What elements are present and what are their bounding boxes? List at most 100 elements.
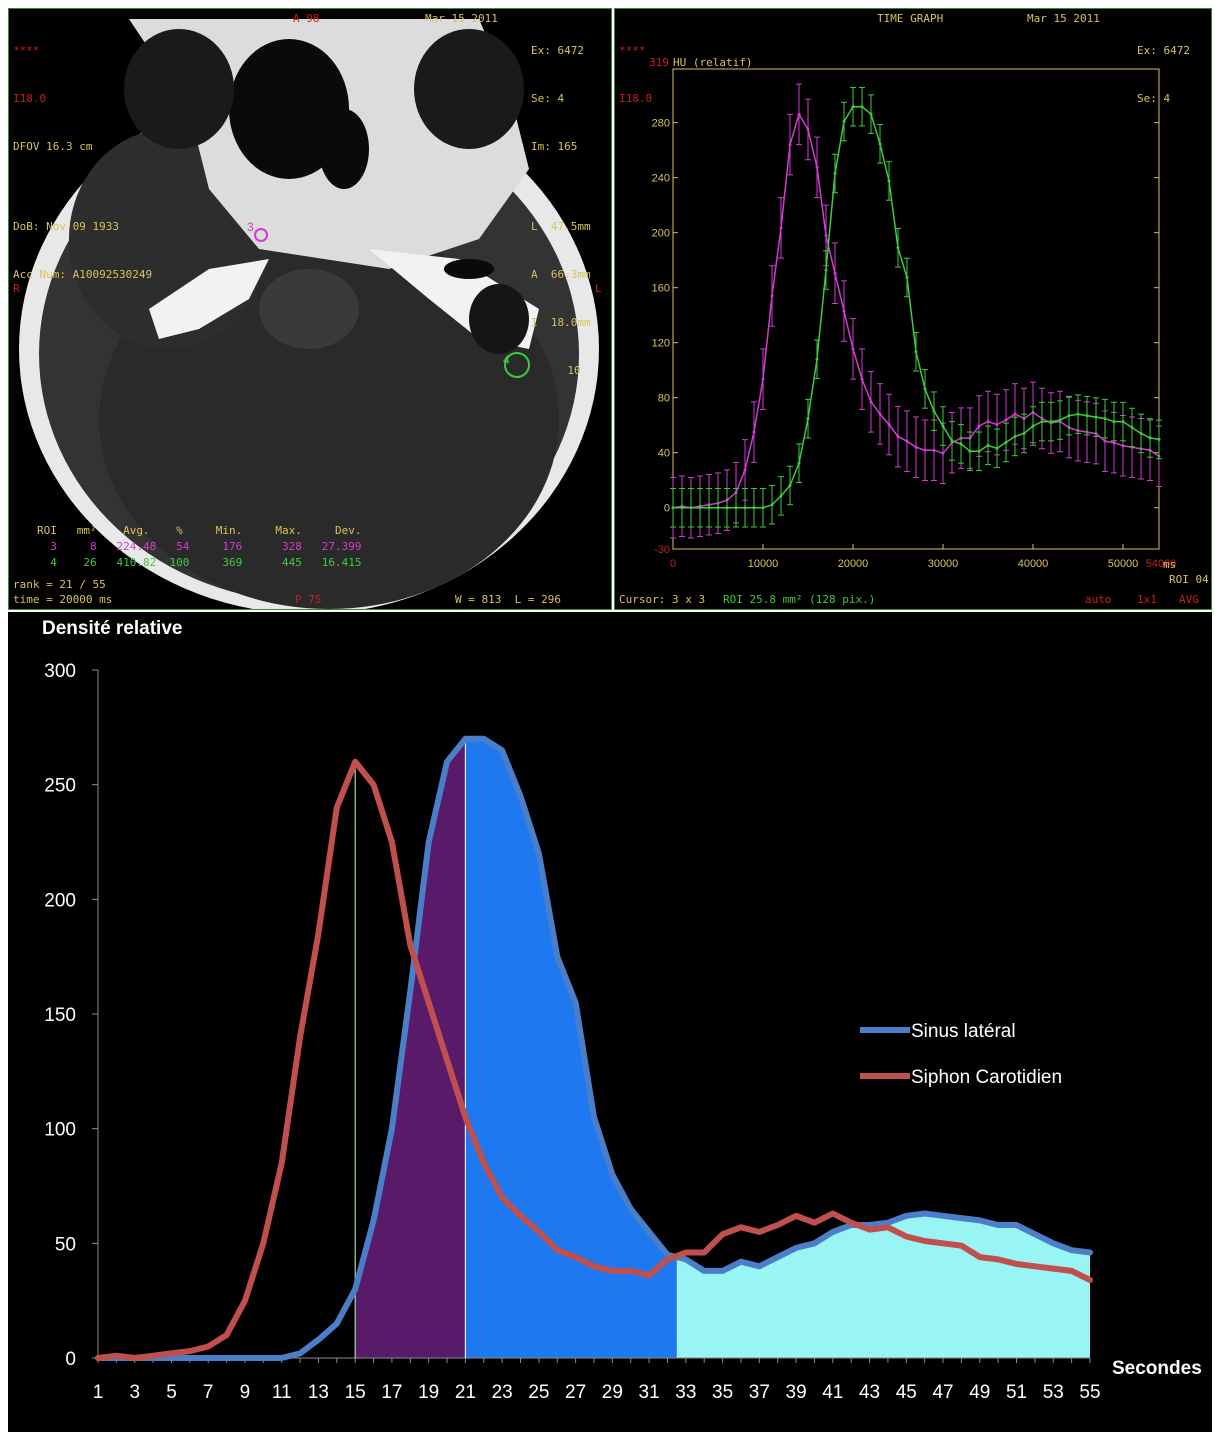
tg-data-point	[797, 112, 801, 116]
x-tick-label: 29	[602, 1382, 623, 1403]
tg-data-point	[806, 417, 810, 421]
tg-data-point	[1004, 418, 1008, 422]
data-point	[207, 1345, 210, 1348]
data-point	[556, 955, 559, 958]
x-tick-label: 53	[1043, 1382, 1064, 1403]
data-point	[923, 1212, 926, 1215]
data-point	[850, 1221, 852, 1224]
data-point	[501, 749, 503, 752]
tg-x-tick-label: 50000	[1108, 558, 1139, 570]
data-point	[427, 1001, 430, 1004]
tg-data-point	[1103, 417, 1107, 421]
density-chart-panel: Densité relative Secondes 0 50 100 150 200 25…	[8, 612, 1212, 1432]
tg-data-point	[1049, 420, 1053, 424]
legend-label-sinus: Sinus latéral	[911, 1021, 1016, 1042]
data-point	[703, 1251, 706, 1254]
data-point	[1089, 1251, 1091, 1254]
ct-scan-panel: 3 4 **** I18.0 DFOV 16.3 cm DoB: Nov 09 …	[8, 8, 612, 610]
data-point	[189, 1350, 191, 1352]
data-point	[1070, 1270, 1073, 1272]
data-point	[758, 1265, 761, 1268]
tg-data-point	[1076, 412, 1080, 416]
time-graph-panel: **** I18.0 TIME GRAPH Mar 15 2011 Ex: 64…	[614, 8, 1212, 610]
data-point	[189, 1357, 191, 1359]
x-tick-label: 11	[272, 1382, 292, 1403]
x-tick-label: 7	[203, 1382, 214, 1403]
x-tick-label: 51	[1006, 1382, 1027, 1403]
tg-y-tick-label: 200	[652, 228, 670, 240]
tg-data-point	[905, 439, 909, 443]
tg-data-point	[995, 423, 999, 427]
tg-data-point	[833, 172, 837, 176]
data-point	[409, 944, 412, 946]
tg-data-point	[815, 165, 819, 169]
tg-data-point	[896, 435, 900, 439]
tg-top-right: Ex: 6472 Se: 4	[1137, 44, 1190, 105]
tg-data-point	[1112, 420, 1116, 424]
data-point	[354, 1288, 356, 1290]
data-point	[391, 1127, 393, 1130]
data-point	[538, 1231, 540, 1233]
ct-side-right-marker: R	[13, 282, 20, 295]
data-point	[207, 1357, 210, 1359]
data-point	[280, 1357, 283, 1359]
y-tick-label: 100	[44, 1120, 76, 1141]
x-tick-label: 41	[822, 1382, 843, 1403]
tg-y-tick-label: -30	[654, 544, 670, 556]
data-point	[887, 1226, 889, 1229]
data-point	[629, 1270, 632, 1272]
data-point	[593, 1116, 595, 1118]
data-point	[482, 1162, 485, 1164]
tg-data-point	[932, 448, 936, 452]
tg-y-tick-label: 120	[652, 338, 670, 350]
ct-orientation-top: A 98	[293, 12, 320, 25]
data-point	[1052, 1267, 1055, 1270]
tg-data-point	[707, 506, 711, 510]
data-point	[170, 1357, 173, 1359]
tg-data-point	[806, 128, 810, 132]
data-point	[593, 1265, 595, 1268]
data-point	[868, 1224, 871, 1226]
x-tick-label: 15	[345, 1382, 366, 1403]
data-point	[133, 1357, 136, 1359]
tg-data-point	[977, 449, 981, 453]
tg-data-point	[851, 347, 855, 351]
tg-data-point	[689, 506, 693, 510]
tg-x-tick-label: 40000	[1018, 558, 1049, 570]
x-tick-label: 25	[528, 1382, 549, 1403]
roi-3-label: 3	[247, 220, 254, 234]
ct-image: 3 4	[19, 19, 599, 609]
data-point	[354, 760, 356, 763]
x-tick-label: 43	[859, 1382, 880, 1403]
tg-data-point	[833, 271, 837, 275]
tg-data-point	[761, 506, 765, 510]
data-point	[501, 1196, 503, 1199]
x-tick-label: 1	[93, 1382, 104, 1403]
tg-data-point	[671, 506, 675, 510]
data-point	[299, 1036, 301, 1038]
data-point	[225, 1357, 228, 1359]
tg-ylabel: HU (relatif)	[673, 56, 753, 69]
tg-data-point	[1139, 431, 1143, 435]
tg-data-point	[842, 309, 846, 313]
tg-y-tick-label: 40	[658, 448, 670, 460]
tg-x-tick-label: 10000	[748, 558, 779, 570]
data-point	[611, 1270, 614, 1272]
tg-data-point	[1031, 424, 1035, 428]
data-point	[574, 1001, 577, 1004]
data-point	[960, 1244, 963, 1247]
y-tick-label: 150	[44, 1005, 76, 1026]
x-tick-label: 19	[418, 1382, 439, 1403]
tg-data-point	[752, 430, 756, 434]
data-point	[703, 1270, 706, 1272]
tg-y-tick-label: 160	[652, 283, 670, 295]
ct-dfov: DFOV 16.3 cm	[13, 140, 93, 153]
ct-roi-table-header: ROI mm² Avg. % Min. Max. Dev.	[37, 524, 362, 537]
data-point	[262, 1242, 265, 1245]
chart-ylabel: Densité relative	[42, 618, 182, 639]
data-point	[538, 852, 540, 855]
tg-data-point	[878, 142, 882, 146]
tg-data-point	[1121, 444, 1125, 448]
